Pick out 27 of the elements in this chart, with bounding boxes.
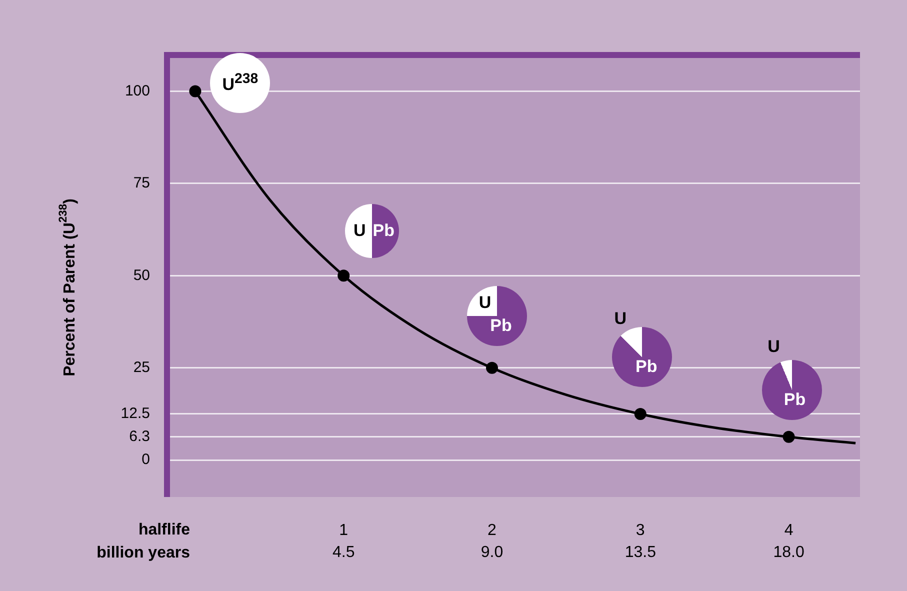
y-tick-label: 12.5	[120, 405, 150, 422]
x-tick-label: 1	[339, 522, 348, 540]
x-tick-label: 4	[784, 522, 794, 540]
y-tick-label: 50	[133, 266, 150, 284]
x-tick-label: 3	[636, 522, 645, 540]
annotation: U	[768, 336, 780, 357]
y-tick-label: 25	[133, 359, 150, 376]
x2-tick-label: 18.0	[773, 544, 804, 562]
annotation: U$^{238}$	[222, 71, 258, 96]
annotation: Pb	[490, 316, 512, 336]
x2-tick-label: 4.5	[332, 544, 355, 562]
y-tick-label: 75	[133, 174, 150, 192]
x2-tick-label: 9.0	[480, 544, 504, 562]
annotation: Pb	[372, 220, 394, 241]
annotation: Pb	[784, 390, 806, 410]
annotation: U	[614, 308, 627, 329]
y-axis-title: Percent of Parent (U238)	[58, 198, 78, 376]
y-tick-label: 0	[142, 451, 150, 468]
x2-axis-title: billion years	[96, 544, 190, 562]
annotation: U	[478, 292, 492, 313]
annotation: Pb	[636, 356, 658, 377]
x-axis-title: halflife	[138, 521, 190, 538]
y-tick-label: 6.3	[129, 428, 150, 446]
x-tick-label: 2	[488, 522, 497, 540]
annotation: U	[353, 220, 366, 241]
x2-tick-label: 13.5	[624, 544, 656, 562]
y-tick-label: 100	[124, 82, 150, 100]
